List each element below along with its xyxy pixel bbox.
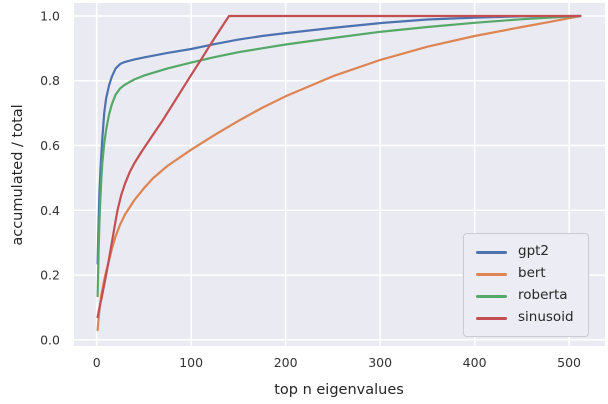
x-tick-label: 100 [179,355,203,370]
y-tick-label: 0.4 [40,203,60,218]
x-tick-labels: 0 100 200 300 400 500 [93,355,581,370]
x-axis-label: top n eigenvalues [274,382,404,398]
legend-swatch-sinusoid [476,316,507,320]
series-line-sinusoid [96,14,582,319]
legend-label: roberta [518,287,568,304]
legend: gpt2 bert roberta sinusoid [463,233,589,337]
legend-item-sinusoid: sinusoid [476,307,576,329]
legend-item-roberta: roberta [476,285,576,307]
legend-swatch-gpt2 [476,250,507,254]
y-tick-label: 1.0 [40,8,60,23]
y-tick-label: 0.8 [40,73,60,88]
series-lines [96,14,582,332]
y-tick-label: 0.6 [40,138,60,153]
y-axis-label: accumulated / total [10,104,26,245]
legend-swatch-bert [476,272,507,276]
y-tick-label: 0.0 [40,332,60,347]
legend-label: gpt2 [518,243,550,260]
series-line-gpt2 [96,14,582,265]
x-tick-label: 500 [557,355,581,370]
y-tick-label: 0.2 [40,268,60,283]
legend-label: sinusoid [518,309,574,326]
legend-label: bert [518,265,546,282]
legend-swatch-roberta [476,294,507,298]
x-tick-label: 300 [368,355,392,370]
y-tick-labels: 0.0 0.2 0.4 0.6 0.8 1.0 [40,8,60,347]
x-tick-label: 400 [463,355,487,370]
x-tick-label: 0 [93,355,101,370]
x-tick-label: 200 [274,355,298,370]
series-line-roberta [96,14,582,298]
legend-item-gpt2: gpt2 [476,241,576,263]
legend-item-bert: bert [476,263,576,285]
